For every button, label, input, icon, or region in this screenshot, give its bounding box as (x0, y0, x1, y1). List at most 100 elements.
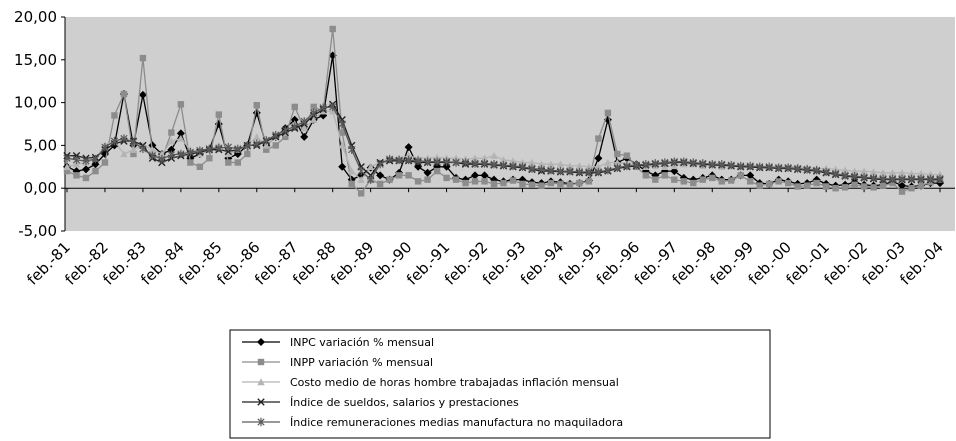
marker (329, 25, 336, 33)
marker (575, 167, 584, 177)
marker (898, 169, 906, 176)
marker (395, 155, 403, 165)
marker (215, 111, 223, 118)
marker (831, 165, 840, 173)
marker (490, 180, 498, 188)
marker (926, 174, 935, 183)
marker (414, 178, 422, 185)
marker (746, 171, 755, 180)
marker (936, 170, 944, 178)
marker (671, 176, 678, 183)
marker (433, 153, 441, 161)
marker (756, 182, 763, 189)
marker (888, 174, 897, 183)
marker (120, 90, 128, 98)
marker (224, 142, 232, 152)
marker (794, 164, 802, 173)
marker (177, 101, 185, 108)
marker (690, 179, 697, 187)
marker (642, 160, 650, 169)
marker (452, 176, 460, 183)
marker (547, 166, 555, 175)
marker (404, 151, 413, 159)
marker (404, 155, 413, 165)
marker (869, 173, 878, 183)
marker (888, 169, 897, 176)
marker (376, 180, 384, 188)
marker (728, 177, 735, 184)
marker (272, 142, 279, 149)
marker (576, 179, 583, 187)
marker (889, 179, 896, 187)
marker (257, 338, 265, 346)
marker (926, 170, 935, 178)
marker (386, 154, 394, 164)
marker (300, 117, 308, 126)
marker (148, 151, 157, 160)
marker (244, 150, 251, 158)
marker (92, 167, 99, 175)
marker (366, 163, 375, 170)
marker (699, 176, 706, 183)
legend-label: Índice de sueldos, salarios y prestacion… (290, 396, 519, 409)
marker (480, 154, 489, 162)
marker (784, 179, 792, 187)
marker (442, 157, 451, 166)
marker (205, 144, 213, 154)
marker (575, 162, 584, 170)
legend-label: INPP variación % mensual (290, 356, 433, 369)
marker (652, 176, 659, 183)
marker (803, 165, 811, 174)
marker (282, 133, 289, 141)
marker (63, 167, 71, 175)
marker (585, 178, 593, 185)
marker (775, 163, 783, 172)
marker (594, 163, 603, 170)
marker (176, 129, 185, 138)
marker (623, 161, 631, 171)
legend (229, 329, 771, 439)
marker (253, 139, 261, 148)
marker (727, 160, 735, 170)
marker (841, 166, 849, 174)
marker (566, 181, 574, 188)
marker (490, 151, 498, 159)
marker (148, 141, 157, 150)
marker (310, 103, 317, 111)
marker (661, 158, 669, 167)
marker (898, 174, 906, 183)
marker (423, 157, 432, 166)
marker (72, 155, 81, 165)
marker (585, 167, 593, 177)
marker (138, 90, 147, 99)
marker (870, 184, 877, 191)
marker (101, 159, 109, 166)
marker (395, 172, 403, 179)
marker (509, 161, 517, 171)
y-tick-label: 15,00 (14, 51, 57, 69)
marker (433, 167, 441, 175)
y-tick-label: 10,00 (14, 94, 57, 112)
marker (471, 154, 479, 162)
marker (257, 358, 265, 366)
marker (357, 175, 365, 183)
marker (291, 103, 298, 111)
marker (158, 154, 166, 164)
marker (129, 137, 138, 147)
marker (215, 143, 223, 153)
marker (595, 135, 602, 142)
marker (130, 150, 137, 158)
marker (509, 157, 517, 165)
marker (471, 171, 480, 180)
marker (917, 174, 925, 183)
marker (537, 160, 546, 168)
marker (547, 160, 555, 168)
marker (747, 178, 754, 185)
marker (148, 145, 157, 153)
y-tick-label: 5,00 (24, 136, 57, 154)
marker (841, 171, 849, 180)
marker (680, 178, 687, 185)
marker (566, 162, 574, 170)
marker (338, 141, 346, 149)
marker (746, 161, 754, 171)
